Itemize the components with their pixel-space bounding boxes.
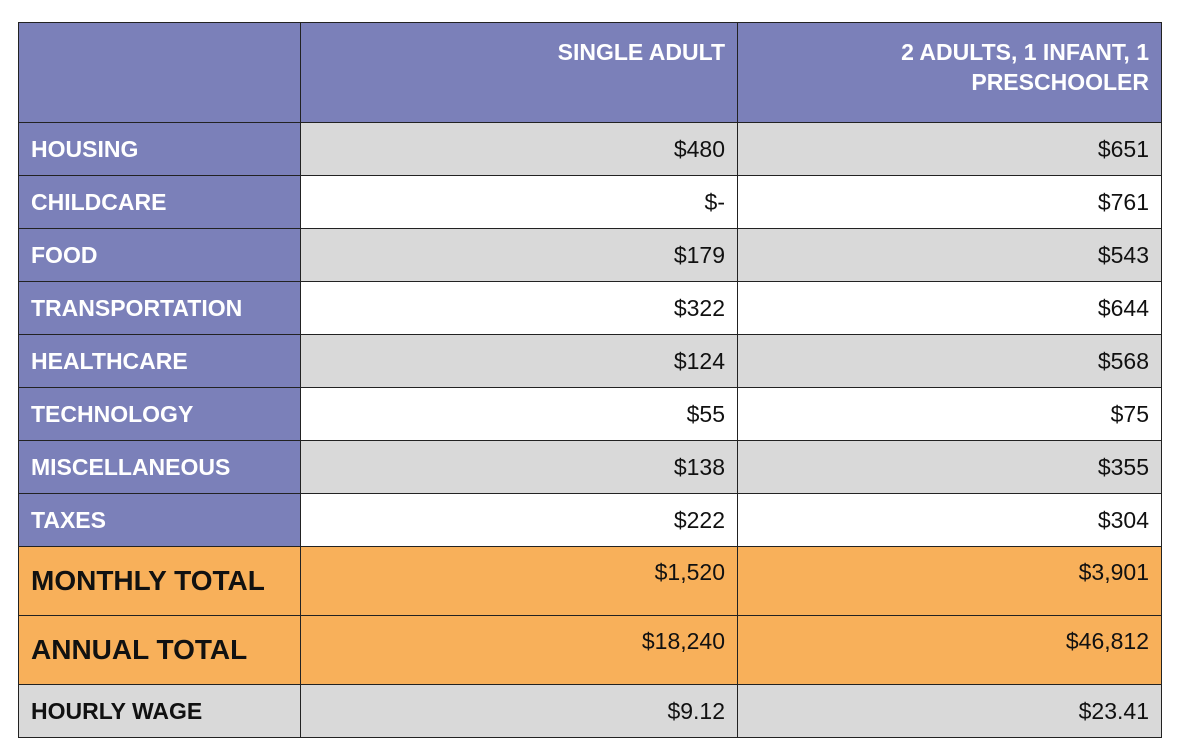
single-adult-value: $222 xyxy=(300,493,738,547)
family-value: $761 xyxy=(737,175,1162,229)
table-row: TAXES $222 $304 xyxy=(18,493,1162,547)
single-adult-value: $- xyxy=(300,175,738,229)
row-label: TRANSPORTATION xyxy=(18,281,301,335)
row-label: FOOD xyxy=(18,228,301,282)
family-total: $46,812 xyxy=(737,615,1162,685)
single-adult-wage: $9.12 xyxy=(300,684,738,738)
family-total: $3,901 xyxy=(737,546,1162,616)
family-value: $568 xyxy=(737,334,1162,388)
single-adult-value: $179 xyxy=(300,228,738,282)
table-row: FOOD $179 $543 xyxy=(18,228,1162,282)
family-value: $651 xyxy=(737,122,1162,176)
family-value: $304 xyxy=(737,493,1162,547)
budget-table: SINGLE ADULT 2 ADULTS, 1 INFANT, 1 PRESC… xyxy=(18,22,1162,738)
total-label: MONTHLY TOTAL xyxy=(18,546,301,616)
family-wage: $23.41 xyxy=(737,684,1162,738)
single-adult-value: $124 xyxy=(300,334,738,388)
row-label: CHILDCARE xyxy=(18,175,301,229)
row-label: TAXES xyxy=(18,493,301,547)
wage-label: HOURLY WAGE xyxy=(18,684,301,738)
table-row: CHILDCARE $- $761 xyxy=(18,175,1162,229)
table-header-row: SINGLE ADULT 2 ADULTS, 1 INFANT, 1 PRESC… xyxy=(18,22,1162,123)
family-value: $543 xyxy=(737,228,1162,282)
total-label: ANNUAL TOTAL xyxy=(18,615,301,685)
row-label: TECHNOLOGY xyxy=(18,387,301,441)
single-adult-column-header: SINGLE ADULT xyxy=(300,22,738,123)
family-value: $75 xyxy=(737,387,1162,441)
family-header-line-1: 2 ADULTS, 1 INFANT, 1 xyxy=(901,39,1149,65)
corner-header-cell xyxy=(18,22,301,123)
table-row: TRANSPORTATION $322 $644 xyxy=(18,281,1162,335)
single-adult-value: $322 xyxy=(300,281,738,335)
family-header-line-2: PRESCHOOLER xyxy=(971,69,1149,95)
family-value: $355 xyxy=(737,440,1162,494)
single-adult-value: $480 xyxy=(300,122,738,176)
single-adult-value: $138 xyxy=(300,440,738,494)
row-label: HEALTHCARE xyxy=(18,334,301,388)
family-value: $644 xyxy=(737,281,1162,335)
table-row: HEALTHCARE $124 $568 xyxy=(18,334,1162,388)
single-adult-total: $1,520 xyxy=(300,546,738,616)
single-adult-value: $55 xyxy=(300,387,738,441)
row-label: HOUSING xyxy=(18,122,301,176)
table-row: TECHNOLOGY $55 $75 xyxy=(18,387,1162,441)
row-label: MISCELLANEOUS xyxy=(18,440,301,494)
family-column-header: 2 ADULTS, 1 INFANT, 1 PRESCHOOLER xyxy=(737,22,1162,123)
hourly-wage-row: HOURLY WAGE $9.12 $23.41 xyxy=(18,684,1162,738)
table-row: MISCELLANEOUS $138 $355 xyxy=(18,440,1162,494)
monthly-total-row: MONTHLY TOTAL $1,520 $3,901 xyxy=(18,546,1162,616)
single-adult-total: $18,240 xyxy=(300,615,738,685)
table-row: HOUSING $480 $651 xyxy=(18,122,1162,176)
annual-total-row: ANNUAL TOTAL $18,240 $46,812 xyxy=(18,615,1162,685)
